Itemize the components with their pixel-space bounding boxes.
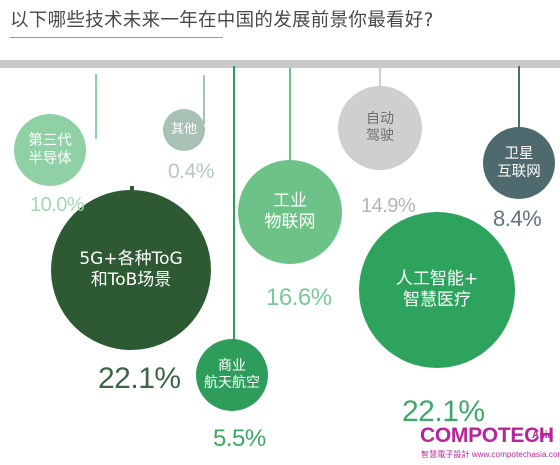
bubble-label-tob5g: 5G+各种ToG 和ToB场景 [51,249,211,292]
value-label-iot: 16.6% [266,284,332,311]
bubble-label-line: 自动 [366,110,394,127]
bubble-label-ai_health: 人工智能+ 智慧医疗 [359,269,515,312]
bubble-label-line: 半导体 [28,151,72,167]
bubble-label-line: 航天航空 [204,375,260,391]
value-label-semiconductor: 10.0% [30,194,85,216]
hanger-bar [0,60,560,68]
publisher-logo: COMPOTECH Asia 智慧電子設計 www.compotechasia.… [420,424,560,462]
value-label-tob5g: 22.1% [98,362,181,395]
bubble-label-iot: 工业 物联网 [238,191,342,234]
value-label-aerospace: 5.5% [213,425,266,452]
title-underline [10,37,223,38]
bubble-label-line: 和ToB场景 [90,270,172,290]
value-label-other: 0.4% [168,160,214,183]
logo-suffix: Asia [532,430,554,441]
bubble-iot [238,160,342,264]
value-label-autodrive: 14.9% [361,195,416,217]
bubble-label-line: 人工智能+ [395,268,479,289]
chart-title: 以下哪些技术未来一年在中国的发展前景你最看好? [10,10,434,31]
bubble-label-line: 第三代 [28,132,72,149]
bubble-label-line: 5G+各种ToG [79,248,183,269]
bubble-label-line: 物联网 [264,212,316,232]
bubble-label-line: 驾驶 [366,128,394,144]
bubble-satellite [483,127,555,199]
bubble-label-other: 其他 [163,122,205,138]
bubble-label-line: 商业 [218,357,246,374]
value-label-satellite: 8.4% [493,206,542,231]
bubble-label-line: 卫星 [504,145,534,162]
bubble-label-line: 互联网 [497,164,541,180]
logo-wordmark: COMPOTECH [420,424,554,447]
logo-tagline: 智慧電子設計 www.compotechasia.com [421,450,560,459]
bubble-ai_health [359,212,515,368]
bubble-label-satellite: 卫星 互联网 [483,145,555,181]
bubble-label-line: 工业 [273,190,307,211]
bubble-label-line: 其他 [170,121,197,137]
bubble-autodrive [338,86,422,170]
bubble-label-aerospace: 商业 航天航空 [196,358,268,393]
value-label-ai_health: 22.1% [402,395,485,428]
bubble-label-autodrive: 自动 驾驶 [338,111,422,146]
bubble-tob5g [51,190,211,350]
bubble-label-semiconductor: 第三代 半导体 [14,132,86,168]
bubble-semiconductor [14,114,86,186]
bubble-aerospace [196,339,268,411]
bubble-other [163,109,205,151]
bubble-label-line: 智慧医疗 [403,290,471,310]
